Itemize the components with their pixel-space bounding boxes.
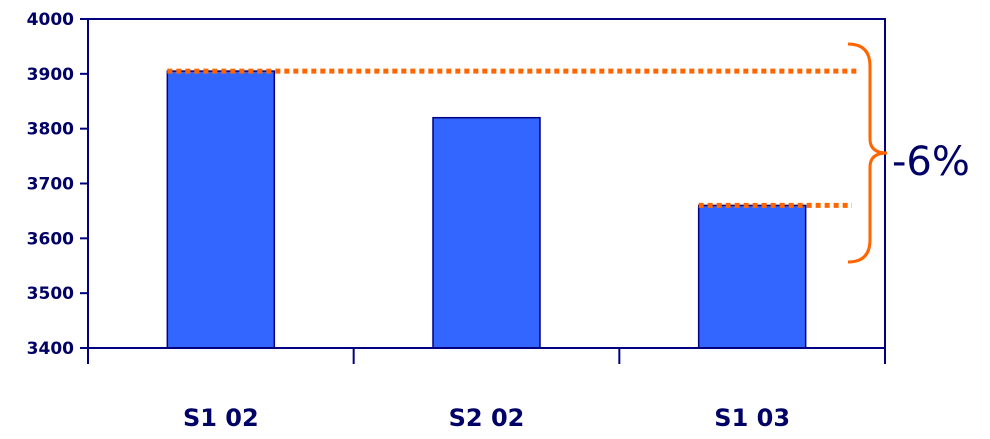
y-tick-label: 3700 xyxy=(27,175,74,195)
bars xyxy=(166,70,807,349)
annotation-brace xyxy=(847,42,888,264)
x-tick-label: S1 03 xyxy=(714,404,790,432)
y-tick-label: 3400 xyxy=(27,339,74,359)
bar-2 xyxy=(432,116,541,349)
y-tick-label: 4000 xyxy=(27,10,74,30)
y-tick-label: 3500 xyxy=(27,284,74,304)
bar-3 xyxy=(697,204,807,349)
x-axis-labels: S1 02 S2 02 S1 03 xyxy=(183,404,790,432)
reference-lines xyxy=(167,68,857,208)
y-tick-label: 3600 xyxy=(27,229,74,249)
change-annotation: -6% xyxy=(847,42,970,264)
bar-1 xyxy=(166,70,276,349)
y-tick-label: 3900 xyxy=(27,65,74,85)
annotation-label: -6% xyxy=(892,139,970,185)
x-tick-label: S2 02 xyxy=(449,404,525,432)
y-tick-label: 3800 xyxy=(27,120,74,140)
y-axis-ticks: 3400 3500 3600 3700 3800 3900 4000 xyxy=(27,10,88,359)
x-tick-label: S1 02 xyxy=(183,404,259,432)
